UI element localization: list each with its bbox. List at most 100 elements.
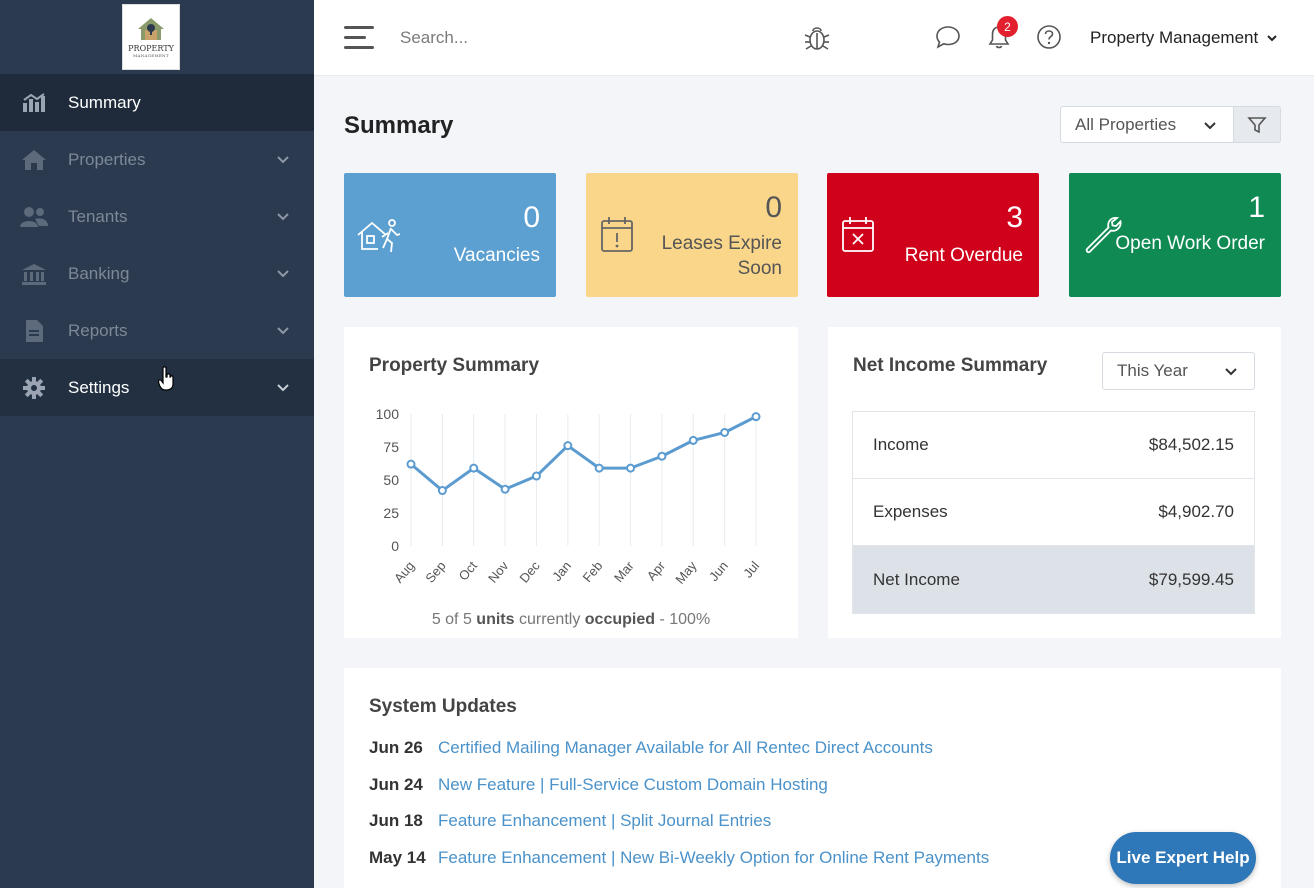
search-input[interactable]	[400, 24, 680, 52]
leases-expire-card[interactable]: 0 Leases Expire Soon	[586, 173, 798, 297]
list-item: May 14 Feature Enhancement | New Bi-Week…	[369, 848, 989, 885]
sidebar-item-label: Settings	[68, 377, 130, 397]
chevron-down-icon	[277, 270, 289, 278]
gear-icon	[20, 376, 48, 400]
vacancies-card[interactable]: 0 Vacancies	[344, 173, 556, 297]
sidebar-item-properties[interactable]: Properties	[0, 131, 314, 188]
hand-cursor-icon	[158, 366, 174, 391]
x-tick-label: Jun	[706, 558, 731, 584]
update-link[interactable]: Feature Enhancement | New Bi-Weekly Opti…	[438, 847, 990, 867]
chevron-down-icon	[1225, 368, 1237, 376]
vacancies-count: 0	[523, 201, 540, 234]
rent-overdue-label: Rent Overdue	[904, 245, 1023, 266]
x-tick-label: Nov	[485, 558, 512, 586]
occupancy-text: 5 of 5 units currently occupied - 100%	[431, 611, 711, 628]
x-tick-label: Jan	[549, 558, 574, 584]
sidebar-item-label: Properties	[68, 149, 146, 169]
chevron-down-icon	[277, 213, 289, 221]
x-tick-label: Aug	[391, 558, 417, 585]
data-point	[500, 484, 510, 494]
y-tick-label: 25	[383, 505, 399, 521]
y-tick-label: 0	[391, 538, 399, 554]
net-income-panel: Net Income Summary This Year Income $84,…	[828, 327, 1281, 638]
property-summary-panel: Property Summary 0 25 50 75 100 Aug Sep Oct Nov D…	[344, 327, 798, 638]
sidebar-item-summary[interactable]: Summary	[0, 74, 314, 131]
leases-count: 0	[765, 191, 782, 224]
list-item: Jun 18 Feature Enhancement | Split Journ…	[369, 811, 989, 848]
live-help-button[interactable]: Live Expert Help	[1110, 832, 1256, 884]
sidebar-item-banking[interactable]: Banking	[0, 245, 314, 302]
rent-overdue-count: 3	[1006, 201, 1023, 234]
y-tick-label: 100	[376, 406, 400, 422]
data-point	[594, 463, 604, 473]
help-icon[interactable]	[1036, 24, 1062, 50]
list-item: Jun 26 Certified Mailing Manager Availab…	[369, 738, 989, 775]
leases-label: Leases Expire Soon	[661, 233, 782, 279]
bank-icon	[20, 262, 48, 286]
home-icon	[20, 148, 48, 172]
vacancy-house-icon	[357, 219, 401, 253]
calendar-alert-icon	[601, 217, 633, 252]
update-date: May 14	[369, 847, 426, 867]
account-menu[interactable]: Property Management	[1090, 28, 1278, 48]
x-tick-label: Sep	[422, 558, 448, 585]
update-link[interactable]: New Feature | Full-Service Custom Domain…	[438, 774, 828, 794]
bug-icon[interactable]	[804, 24, 830, 52]
data-point	[720, 427, 730, 437]
y-tick-label: 75	[383, 439, 399, 455]
data-point	[751, 412, 761, 422]
x-tick-label: Oct	[456, 558, 481, 583]
data-point	[688, 435, 698, 445]
period-select-value: This Year	[1117, 361, 1188, 380]
data-point	[531, 471, 541, 481]
chevron-down-icon	[277, 156, 289, 164]
period-select[interactable]: This Year	[1102, 352, 1255, 390]
sidebar-item-label: Summary	[68, 92, 141, 112]
topbar: 2 Property Management	[314, 0, 1314, 76]
chevron-down-icon	[277, 384, 289, 392]
account-label: Property Management	[1090, 28, 1259, 47]
row-value: $79,599.45	[1148, 569, 1234, 589]
list-item: Jun 24 New Feature | Full-Service Custom…	[369, 775, 989, 812]
chevron-down-icon	[277, 327, 289, 335]
file-icon	[20, 319, 48, 343]
row-label: Expenses	[873, 502, 948, 521]
property-summary-title: Property Summary	[369, 355, 540, 376]
house-logo-icon	[138, 18, 164, 40]
work-order-label: Open Work Order	[1115, 233, 1265, 254]
sidebar-item-tenants[interactable]: Tenants	[0, 188, 314, 245]
logo-text: PROPERTY	[128, 44, 174, 53]
chat-icon[interactable]	[935, 24, 961, 50]
data-point	[406, 459, 416, 469]
row-label: Income	[873, 435, 929, 454]
chevron-down-icon	[1204, 122, 1216, 130]
rent-overdue-card[interactable]: 3 Rent Overdue	[827, 173, 1039, 297]
x-tick-label: Jul	[740, 558, 762, 580]
users-icon	[20, 205, 48, 229]
row-value: $4,902.70	[1158, 502, 1234, 521]
data-point	[563, 441, 573, 451]
x-tick-label: May	[672, 558, 700, 587]
update-date: Jun 24	[369, 774, 423, 794]
menu-toggle-icon[interactable]	[344, 26, 374, 50]
logo-subtext: MANAGEMENT	[133, 53, 169, 58]
x-tick-label: Feb	[580, 558, 606, 585]
x-tick-label: Dec	[516, 558, 543, 586]
chart-icon	[20, 91, 48, 115]
chevron-down-icon	[1267, 35, 1277, 42]
logo[interactable]: PROPERTY MANAGEMENT	[122, 4, 180, 70]
filter-button[interactable]	[1234, 106, 1281, 143]
net-income-table: Income $84,502.15 Expenses $4,902.70 Net…	[852, 411, 1255, 614]
property-select[interactable]: All Properties	[1060, 106, 1234, 143]
work-order-card[interactable]: 1 Open Work Order	[1069, 173, 1281, 297]
property-select-value: All Properties	[1075, 114, 1177, 134]
sidebar-item-settings[interactable]: Settings	[0, 359, 314, 416]
income-row: Income $84,502.15	[853, 412, 1254, 479]
notification-badge: 2	[997, 16, 1018, 37]
main-content: Summary All Properties 0 Vacancies	[314, 76, 1314, 888]
update-link[interactable]: Feature Enhancement | Split Journal Entr…	[438, 811, 772, 830]
update-link[interactable]: Certified Mailing Manager Available for …	[438, 738, 933, 757]
sidebar-item-reports[interactable]: Reports	[0, 302, 314, 359]
sidebar-item-label: Tenants	[68, 206, 128, 226]
update-date: Jun 18	[369, 811, 423, 830]
